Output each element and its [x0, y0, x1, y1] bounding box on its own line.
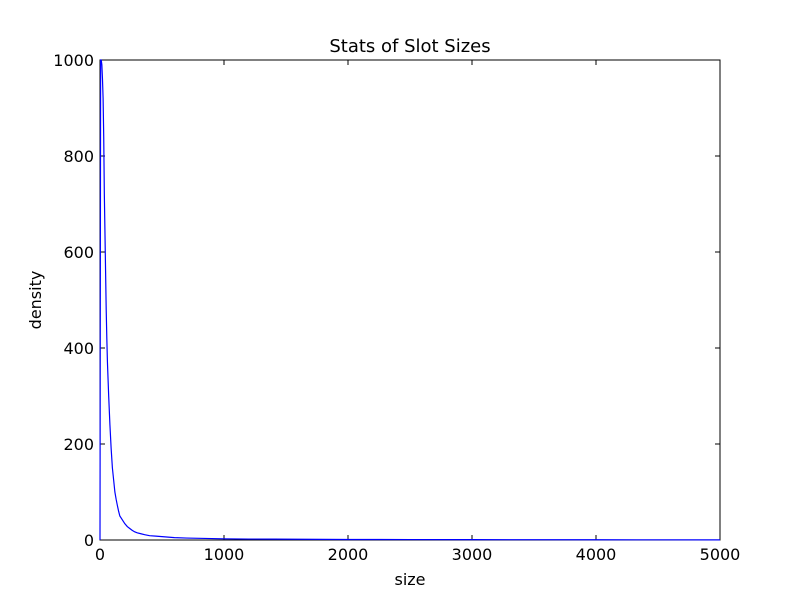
- x-tick-label: 3000: [452, 545, 493, 564]
- y-tick-label: 800: [63, 147, 94, 166]
- tick-labels: 0 1000 2000 3000 4000 5000 0 200 400 600 800 1000: [53, 51, 740, 564]
- y-tick-label: 1000: [53, 51, 94, 70]
- y-tick-label: 200: [63, 435, 94, 454]
- density-series-line: [99, 59, 721, 541]
- x-tick-label: 5000: [700, 545, 741, 564]
- y-tick-label: 0: [84, 531, 94, 550]
- chart-title: Stats of Slot Sizes: [329, 36, 490, 57]
- axis-ticks: [99, 59, 721, 541]
- y-tick-label: 400: [63, 339, 94, 358]
- x-tick-label: 2000: [328, 545, 369, 564]
- x-tick-label: 4000: [576, 545, 617, 564]
- x-tick-label: 0: [95, 545, 105, 564]
- y-tick-label: 600: [63, 243, 94, 262]
- y-axis-label: density: [26, 271, 45, 330]
- plot-frame: [99, 59, 721, 541]
- x-tick-label: 1000: [204, 545, 245, 564]
- x-axis-label: size: [394, 570, 425, 589]
